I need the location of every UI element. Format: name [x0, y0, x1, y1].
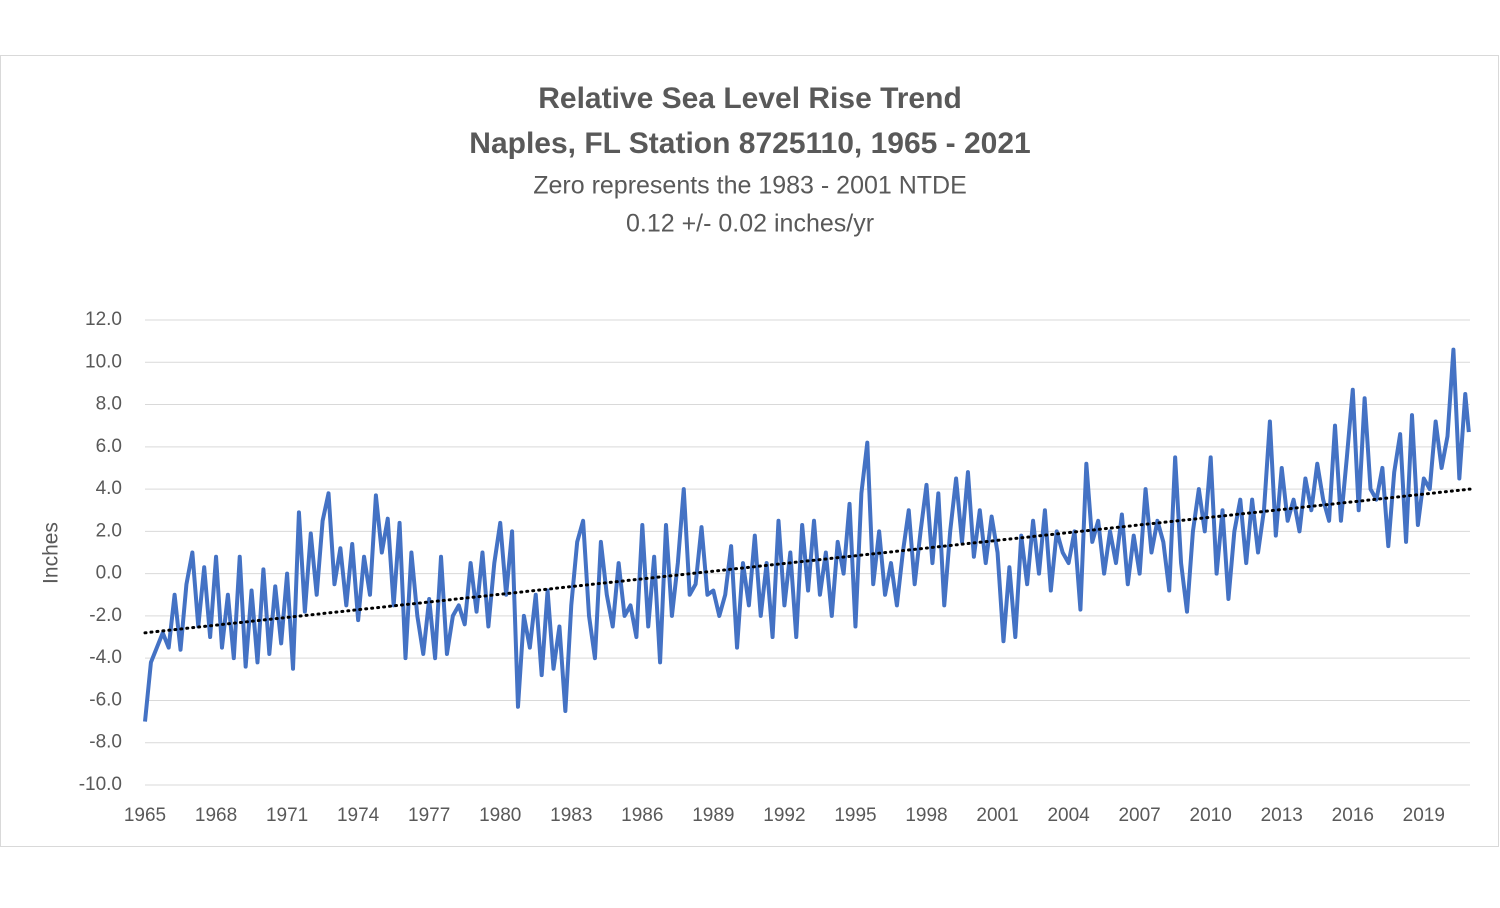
annotation: Zero represents the 1983 - 2001 NTDE	[533, 172, 967, 200]
x-tick-label: 1992	[763, 805, 805, 826]
x-tick-label: 2013	[1261, 805, 1303, 826]
x-tick-label: 2007	[1118, 805, 1160, 826]
x-tick-label: 1980	[479, 805, 521, 826]
x-tick-label: 2016	[1332, 805, 1374, 826]
x-tick-label: 2004	[1047, 805, 1090, 826]
y-tick-label: 6.0	[96, 436, 122, 457]
x-tick-label: 1998	[905, 805, 947, 826]
data-line	[143, 347, 1471, 722]
y-tick-label: 2.0	[96, 520, 122, 541]
x-tick-label: 1989	[692, 805, 734, 826]
y-tick-label: 12.0	[85, 309, 122, 330]
x-tick-label: 2010	[1190, 805, 1232, 826]
x-tick-label: 1974	[337, 805, 380, 826]
x-tick-label: 1968	[195, 805, 237, 826]
x-tick-label: 2019	[1403, 805, 1445, 826]
y-tick-label: -10.0	[79, 774, 122, 795]
y-tick-label: -6.0	[89, 689, 122, 710]
x-tick-label: 1971	[266, 805, 308, 826]
y-tick-label: -8.0	[89, 732, 122, 753]
x-tick-label: 1986	[621, 805, 663, 826]
x-tick-label: 1983	[550, 805, 592, 826]
trend-line	[143, 487, 1472, 635]
x-tick-label: 1995	[834, 805, 876, 826]
y-tick-label: 8.0	[96, 394, 122, 415]
x-tick-label: 1977	[408, 805, 450, 826]
annotation: 0.12 +/- 0.02 inches/yr	[626, 210, 874, 238]
y-tick-label: 0.0	[96, 563, 122, 584]
y-tick-label: -4.0	[89, 647, 122, 668]
chart-subtitle: Naples, FL Station 8725110, 1965 - 2021	[469, 127, 1030, 160]
x-tick-label: 1965	[124, 805, 166, 826]
x-tick-label: 2001	[976, 805, 1018, 826]
y-tick-label: -2.0	[89, 605, 122, 626]
y-tick-label: 10.0	[85, 351, 122, 372]
chart-frame	[0, 55, 1499, 847]
chart-title: Relative Sea Level Rise Trend	[538, 82, 962, 115]
y-axis-label: Inches	[40, 522, 63, 584]
y-tick-label: 4.0	[96, 478, 122, 499]
